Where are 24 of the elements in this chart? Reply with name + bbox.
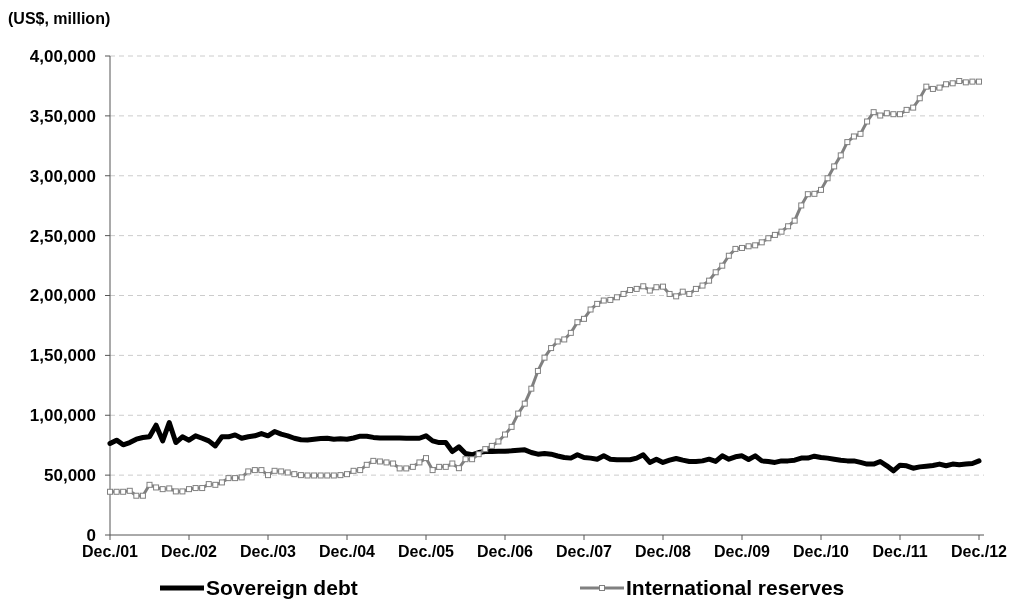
legend-label: Sovereign debt xyxy=(206,576,358,600)
y-tick-label: 1,00,000 xyxy=(29,406,96,426)
y-tick-label: 50,000 xyxy=(44,466,96,486)
x-tick-label: Dec./06 xyxy=(476,543,534,560)
y-tick-label: 1,50,000 xyxy=(29,346,96,366)
y-tick-label: 3,00,000 xyxy=(29,166,96,186)
y-tick-label: 2,50,000 xyxy=(29,226,96,246)
x-tick-label: Dec./08 xyxy=(634,543,692,560)
x-tick-label: Dec./12 xyxy=(950,543,1008,560)
y-tick-label: 4,00,000 xyxy=(29,46,96,66)
x-tick-label: Dec./03 xyxy=(239,543,297,560)
x-tick-label: Dec./07 xyxy=(555,543,613,560)
x-tick-label: Dec./01 xyxy=(81,543,139,560)
y-tick-label: 0 xyxy=(86,525,96,545)
x-tick-label: Dec./11 xyxy=(872,543,928,560)
y-axis-title: (US$, million) xyxy=(8,10,111,27)
legend-label: International reserves xyxy=(626,576,845,600)
x-tick-label: Dec./02 xyxy=(160,543,218,560)
y-tick-label: 2,00,000 xyxy=(29,286,96,306)
x-tick-label: Dec./05 xyxy=(397,543,455,560)
y-tick-label: 3,50,000 xyxy=(29,106,96,126)
x-tick-label: Dec./10 xyxy=(792,543,850,560)
x-tick-label: Dec./09 xyxy=(713,543,771,560)
x-tick-label: Dec./04 xyxy=(318,543,376,560)
